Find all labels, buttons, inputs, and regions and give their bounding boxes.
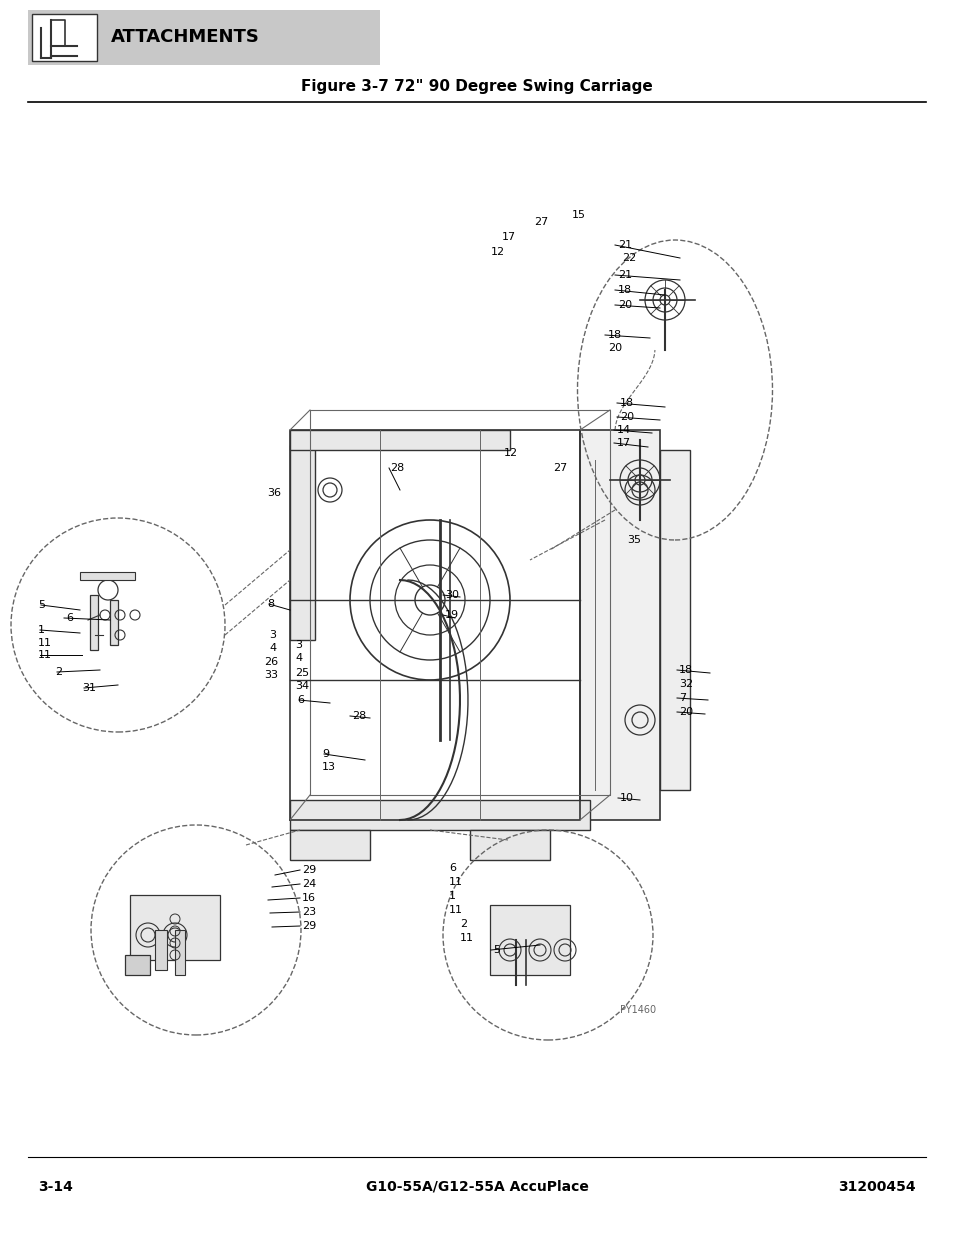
Bar xyxy=(90,595,98,650)
Text: 32: 32 xyxy=(679,679,693,689)
Text: 6: 6 xyxy=(449,863,456,873)
Text: 5: 5 xyxy=(38,600,45,610)
Text: 20: 20 xyxy=(679,706,693,718)
Text: 18: 18 xyxy=(679,664,693,676)
Text: 3: 3 xyxy=(294,640,302,650)
Text: 6: 6 xyxy=(66,613,73,622)
Text: 17: 17 xyxy=(617,438,631,448)
Bar xyxy=(80,572,135,580)
Text: 22: 22 xyxy=(621,253,636,263)
Text: 11: 11 xyxy=(449,905,462,915)
Text: Figure 3-7 72" 90 Degree Swing Carriage: Figure 3-7 72" 90 Degree Swing Carriage xyxy=(301,79,652,95)
Text: 27: 27 xyxy=(553,463,567,473)
Text: 11: 11 xyxy=(459,932,474,944)
Text: 11: 11 xyxy=(449,877,462,887)
Text: 33: 33 xyxy=(264,671,277,680)
Text: PY1460: PY1460 xyxy=(619,1005,656,1015)
Text: 8: 8 xyxy=(267,599,274,609)
Text: 30: 30 xyxy=(444,590,458,600)
Text: 13: 13 xyxy=(322,762,335,772)
Bar xyxy=(110,600,118,645)
Text: 20: 20 xyxy=(607,343,621,353)
Text: 28: 28 xyxy=(352,711,366,721)
Bar xyxy=(490,905,569,974)
Text: 1: 1 xyxy=(449,890,456,902)
Bar xyxy=(290,430,510,450)
Text: 31200454: 31200454 xyxy=(838,1179,915,1194)
Text: 31: 31 xyxy=(82,683,96,693)
Text: 28: 28 xyxy=(390,463,404,473)
Text: 19: 19 xyxy=(444,610,458,620)
Text: 2: 2 xyxy=(55,667,62,677)
Text: 11: 11 xyxy=(38,638,52,648)
Text: 3-14: 3-14 xyxy=(38,1179,72,1194)
Text: 15: 15 xyxy=(572,210,585,220)
Text: 24: 24 xyxy=(302,879,315,889)
Text: 5: 5 xyxy=(493,945,499,955)
Bar xyxy=(125,955,150,974)
Text: 2: 2 xyxy=(459,919,467,929)
Text: 4: 4 xyxy=(294,653,302,663)
Text: 20: 20 xyxy=(618,300,632,310)
Bar xyxy=(290,445,314,640)
Text: G10-55A/G12-55A AccuPlace: G10-55A/G12-55A AccuPlace xyxy=(365,1179,588,1194)
Text: 21: 21 xyxy=(618,240,632,249)
Bar xyxy=(130,895,220,960)
Text: 17: 17 xyxy=(501,232,516,242)
Bar xyxy=(154,930,167,969)
Text: 21: 21 xyxy=(618,270,632,280)
Text: 34: 34 xyxy=(294,680,309,692)
Text: 36: 36 xyxy=(267,488,281,498)
Bar xyxy=(290,830,370,860)
Text: 25: 25 xyxy=(294,668,309,678)
Text: 27: 27 xyxy=(534,217,548,227)
Bar xyxy=(32,14,97,61)
Text: 29: 29 xyxy=(302,921,315,931)
Text: 12: 12 xyxy=(503,448,517,458)
Text: 20: 20 xyxy=(619,412,634,422)
Bar xyxy=(659,450,689,790)
Bar xyxy=(579,430,659,820)
Text: 7: 7 xyxy=(679,693,685,703)
Bar xyxy=(174,930,185,974)
Bar xyxy=(290,800,589,830)
Text: 14: 14 xyxy=(617,425,631,435)
Text: ATTACHMENTS: ATTACHMENTS xyxy=(111,28,259,47)
Text: 29: 29 xyxy=(302,864,315,876)
Text: 6: 6 xyxy=(296,695,304,705)
Text: 11: 11 xyxy=(38,650,52,659)
Text: 9: 9 xyxy=(322,748,329,760)
Text: 4: 4 xyxy=(269,643,275,653)
Text: 12: 12 xyxy=(491,247,504,257)
Text: 3: 3 xyxy=(269,630,275,640)
Text: 18: 18 xyxy=(607,330,621,340)
Text: 26: 26 xyxy=(264,657,278,667)
Text: 23: 23 xyxy=(302,906,315,918)
Bar xyxy=(470,830,550,860)
Text: 18: 18 xyxy=(619,398,634,408)
Text: 10: 10 xyxy=(619,793,634,803)
Text: 16: 16 xyxy=(302,893,315,903)
Text: 18: 18 xyxy=(618,285,632,295)
Bar xyxy=(28,10,379,65)
Text: 35: 35 xyxy=(626,535,640,545)
Text: 1: 1 xyxy=(38,625,45,635)
